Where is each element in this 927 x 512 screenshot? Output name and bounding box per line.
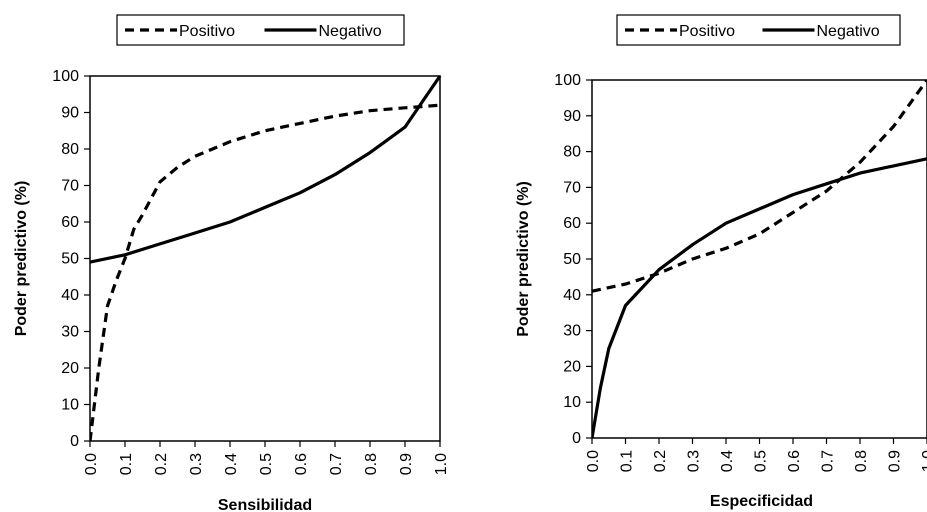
x-axis-title: Sensibilidad — [218, 497, 312, 512]
x-tick-label: 0.8 — [853, 450, 870, 472]
x-tick-label: 0.1 — [118, 453, 135, 475]
x-tick-label: 0.2 — [652, 450, 669, 472]
x-tick-label: 0.5 — [753, 450, 770, 472]
x-axis-title: Especificidad — [710, 493, 813, 510]
y-tick-label: 30 — [563, 323, 581, 340]
legend-label-negativo: Negativo — [319, 23, 382, 40]
y-tick-label: 90 — [563, 108, 581, 125]
series-line-negativo — [90, 75, 442, 264]
x-tick-label: 0.4 — [719, 450, 736, 472]
x-tick-label: 0.1 — [619, 450, 636, 472]
legend-label-negativo: Negativo — [817, 23, 880, 40]
x-tick-label: 0.5 — [258, 453, 275, 475]
x-tick-label: 0.4 — [223, 453, 240, 475]
legend-box — [616, 14, 901, 46]
y-tick-label: 80 — [563, 144, 581, 161]
y-axis-title: Poder predictivo (%) — [13, 181, 30, 337]
series-line-positivo — [90, 103, 441, 442]
x-tick-label: 0.0 — [585, 450, 602, 472]
y-axis-title: Poder predictivo (%) — [515, 181, 532, 337]
legend-box — [116, 14, 405, 46]
y-tick-label: 100 — [52, 68, 79, 85]
x-tick-label: 0.8 — [363, 453, 380, 475]
y-tick-label: 50 — [61, 251, 79, 268]
legend: Positivo Negativo — [616, 14, 901, 46]
y-tick-label: 50 — [563, 251, 581, 268]
legend-label-positivo: Positivo — [179, 23, 235, 40]
y-tick-label: 20 — [61, 360, 79, 377]
y-tick-label: 60 — [61, 214, 79, 231]
legend-label-positivo: Positivo — [679, 23, 735, 40]
y-tick-label: 0 — [70, 433, 79, 450]
x-tick-label: 0.7 — [820, 450, 837, 472]
chart-1: 0 10 20 30 40 50 60 70 80 90 100 0.0 0.1 0.2 0.3 0.4 0.5… — [13, 14, 450, 512]
y-tick-label: 40 — [61, 287, 79, 304]
y-tick-label: 70 — [61, 178, 79, 195]
series-line-positivo — [592, 79, 927, 293]
plot-area — [591, 79, 927, 439]
y-tick-label: 10 — [61, 397, 79, 414]
chart-2: 0 10 20 30 40 50 60 70 80 90 100 0.0 0.1 0.2 0.3 0.4 0.5… — [515, 14, 927, 510]
series-line-negativo — [592, 157, 927, 439]
y-tick-label: 40 — [563, 287, 581, 304]
y-tick-label: 60 — [563, 215, 581, 232]
y-tick-label: 20 — [563, 358, 581, 375]
plot-area — [89, 75, 441, 442]
y-tick-label: 0 — [572, 430, 581, 447]
y-tick-label: 70 — [563, 179, 581, 196]
x-tick-label: 0.2 — [153, 453, 170, 475]
y-tick-label: 100 — [554, 72, 581, 89]
x-tick-label: 0.6 — [786, 450, 803, 472]
x-tick-label: 0.0 — [83, 453, 100, 475]
legend: Positivo Negativo — [116, 14, 405, 46]
y-tick-label: 90 — [61, 105, 79, 122]
x-tick-label: 1.0 — [433, 453, 450, 475]
x-tick-label: 0.3 — [686, 450, 703, 472]
x-tick-label: 0.9 — [887, 450, 904, 472]
y-tick-label: 10 — [563, 394, 581, 411]
x-tick-label: 0.7 — [328, 453, 345, 475]
x-tick-label: 0.9 — [398, 453, 415, 475]
x-tick-label: 0.6 — [293, 453, 310, 475]
x-tick-label: 1.0 — [920, 450, 927, 472]
y-tick-label: 80 — [61, 141, 79, 158]
y-tick-label: 30 — [61, 324, 79, 341]
x-tick-label: 0.3 — [188, 453, 205, 475]
